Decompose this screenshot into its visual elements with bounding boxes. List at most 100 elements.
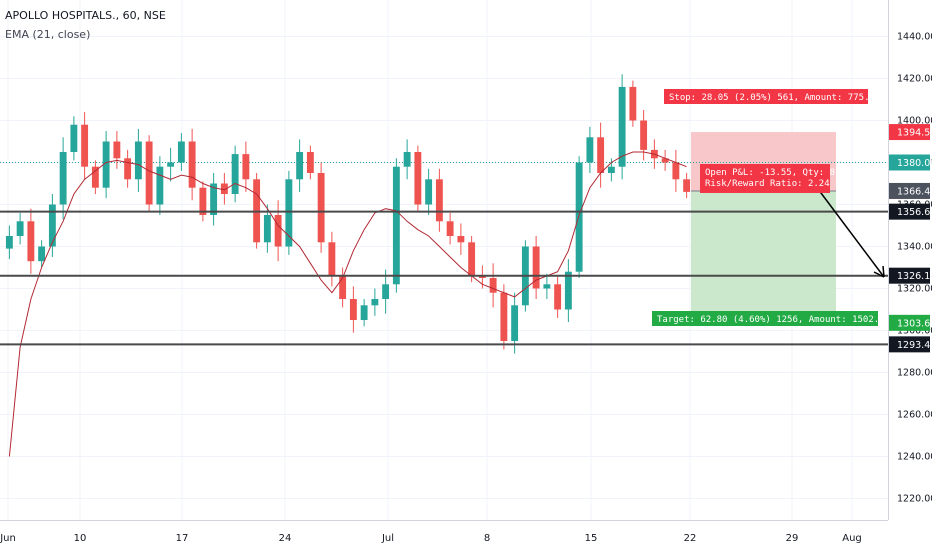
- target-zone[interactable]: [691, 190, 836, 323]
- candle-body: [124, 158, 132, 180]
- price-tick-label: 1440.00: [897, 32, 932, 43]
- candle-body: [27, 221, 35, 262]
- candle-body: [285, 179, 293, 247]
- price-tick-label: 1280.00: [897, 368, 932, 379]
- candle-body: [618, 86, 626, 167]
- candle-body: [683, 179, 691, 192]
- price-tick-label: 1340.00: [897, 242, 932, 253]
- candle-body: [38, 246, 46, 262]
- candle-body: [640, 120, 648, 150]
- time-tick-label: 22: [684, 533, 697, 544]
- candle-body: [91, 166, 99, 188]
- price-tag-label: 1366.45: [897, 186, 932, 197]
- candle-body: [16, 221, 24, 236]
- candle-body: [274, 215, 282, 247]
- candle-body: [597, 137, 605, 173]
- time-tick-label: 29: [786, 533, 799, 544]
- price-tag-label: 1380.00: [897, 158, 932, 169]
- candle-body: [156, 166, 164, 205]
- candle-body: [500, 292, 508, 341]
- candle-body: [532, 246, 540, 289]
- price-tick-label: 1300.00: [897, 326, 932, 337]
- target-label-box: [652, 311, 878, 326]
- stop-label-box: [664, 89, 868, 104]
- ema-line: [8, 151, 687, 457]
- candle-body: [306, 152, 314, 173]
- price-tag-box: [889, 336, 930, 353]
- candle-body: [349, 299, 357, 320]
- candle-body: [360, 305, 368, 320]
- candle-body: [607, 166, 615, 173]
- candle-body: [263, 215, 271, 243]
- candle-body: [575, 162, 583, 272]
- time-axis[interactable]: [0, 520, 888, 550]
- candle-body: [231, 154, 239, 194]
- candle-body: [48, 204, 56, 247]
- target-label-text: Target: 62.80 (4.60%) 1256, Amount: 1502…: [657, 315, 885, 325]
- price-tick-label: 1420.00: [897, 74, 932, 85]
- candle-body: [177, 141, 185, 163]
- candle-body: [210, 183, 218, 215]
- price-tick-label: 1320.00: [897, 284, 932, 295]
- candle-body: [629, 86, 637, 121]
- price-tag-box: [889, 267, 930, 284]
- time-tick-label: 8: [484, 533, 490, 544]
- candle-body: [317, 173, 325, 243]
- candle-body: [328, 242, 336, 276]
- candle-body: [672, 162, 680, 180]
- time-tick-label: 10: [74, 533, 87, 544]
- candle-body: [478, 275, 486, 278]
- candle-body: [134, 141, 142, 180]
- candle-body: [371, 299, 379, 306]
- candle-body: [425, 179, 433, 205]
- stop-label-text: Stop: 28.05 (2.05%) 561, Amount: 775.6: [669, 93, 875, 103]
- candle-body: [414, 152, 422, 205]
- price-tag-box: [889, 154, 930, 171]
- candle-body: [661, 158, 669, 163]
- candle-body: [70, 124, 78, 152]
- price-tag-box: [889, 314, 930, 331]
- candle-body: [382, 284, 390, 299]
- candle-body: [188, 141, 196, 188]
- pnl-label-text: Risk/Reward Ratio: 2.24: [705, 179, 830, 189]
- time-tick-label: Jul: [381, 533, 394, 544]
- price-tag-label: 1356.60: [897, 207, 932, 218]
- candle-body: [543, 284, 551, 289]
- candle-body: [145, 141, 153, 205]
- indicator-label: EMA (21, close): [5, 28, 91, 41]
- time-tick-label: Aug: [842, 533, 862, 544]
- candle-body: [511, 305, 519, 341]
- candle-body: [468, 242, 476, 276]
- candle-body: [5, 236, 13, 249]
- candle-body: [457, 236, 465, 243]
- price-tag-label: 1303.65: [897, 318, 932, 329]
- price-tag-label: 1394.50: [897, 128, 932, 139]
- candle-body: [403, 152, 411, 167]
- candle-body: [242, 154, 250, 180]
- price-tick-label: 1260.00: [897, 410, 932, 421]
- price-tag-box: [889, 182, 930, 199]
- time-tick-label: 24: [279, 533, 292, 544]
- candle-body: [59, 152, 67, 205]
- price-tick-label: 1220.00: [897, 494, 932, 505]
- candle-body: [102, 141, 110, 188]
- pnl-label-box: [700, 164, 830, 193]
- price-tag-box: [889, 124, 930, 141]
- time-tick-label: 15: [585, 533, 598, 544]
- candle-body: [296, 152, 304, 180]
- candle-body: [446, 221, 454, 236]
- candle-body: [81, 124, 89, 167]
- candle-body: [199, 187, 207, 215]
- price-tick-label: 1400.00: [897, 116, 932, 127]
- candle-body: [586, 137, 594, 163]
- candle-body: [564, 271, 572, 310]
- arrow-head-icon: [873, 265, 885, 278]
- pnl-label-text: Open P&L: -13.55, Qty: 8: [705, 168, 835, 178]
- projection-arrow[interactable]: [817, 188, 885, 278]
- time-tick-label: 17: [176, 533, 189, 544]
- candle-body: [339, 275, 347, 299]
- candle-body: [167, 162, 175, 167]
- candle-body: [113, 141, 121, 159]
